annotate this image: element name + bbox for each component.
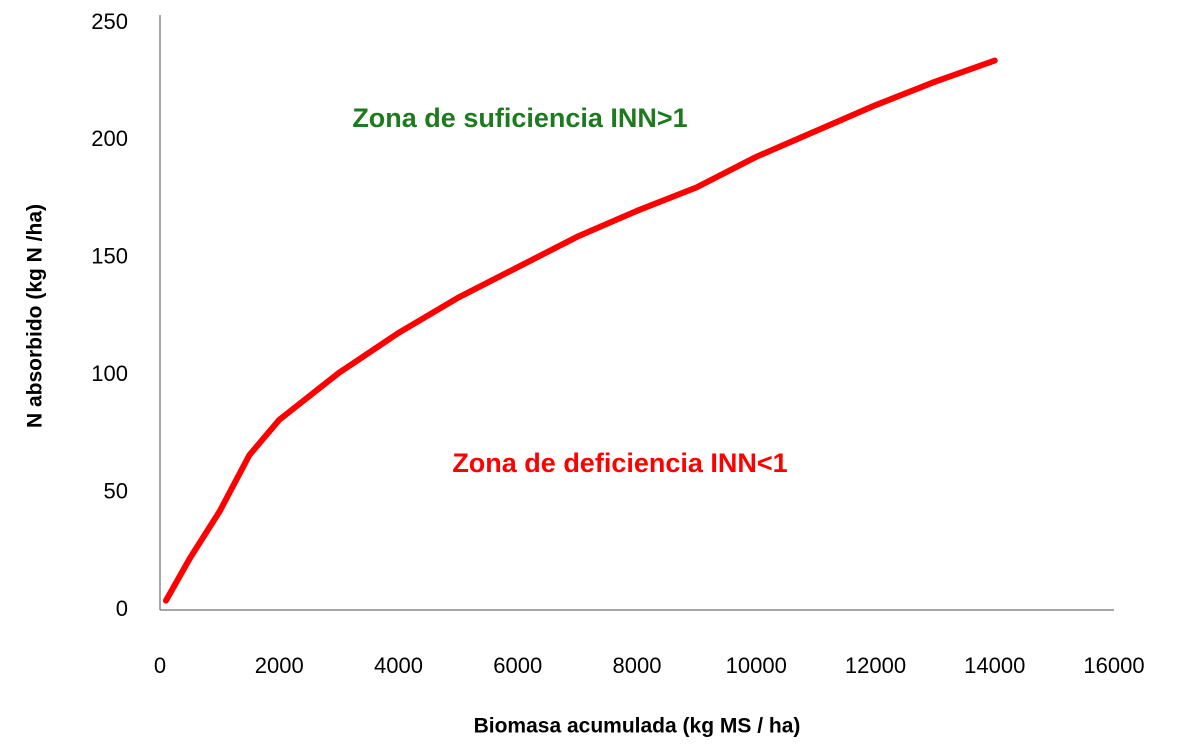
x-tick-label: 12000	[845, 653, 906, 678]
y-tick-label: 50	[104, 478, 128, 503]
x-tick-label: 4000	[374, 653, 423, 678]
y-tick-label: 0	[116, 596, 128, 621]
x-tick-label: 0	[154, 653, 166, 678]
y-axis-title: N absorbido (kg N /ha)	[24, 204, 47, 428]
x-tick-label: 14000	[964, 653, 1025, 678]
y-tick-label: 100	[91, 361, 128, 386]
y-tick-label: 250	[91, 9, 128, 34]
annotation: Zona de deficiencia INN<1	[452, 448, 787, 478]
y-tick-label: 200	[91, 126, 128, 151]
x-tick-label: 2000	[255, 653, 304, 678]
x-axis-title: Biomasa acumulada (kg MS / ha)	[474, 715, 801, 738]
data-line	[162, 57, 998, 604]
x-tick-label: 16000	[1083, 653, 1144, 678]
x-tick-label: 8000	[613, 653, 662, 678]
y-tick-label: 150	[91, 244, 128, 269]
annotation: Zona de suficiencia INN>1	[352, 103, 687, 133]
x-tick-label: 6000	[493, 653, 542, 678]
x-tick-label: 10000	[726, 653, 787, 678]
